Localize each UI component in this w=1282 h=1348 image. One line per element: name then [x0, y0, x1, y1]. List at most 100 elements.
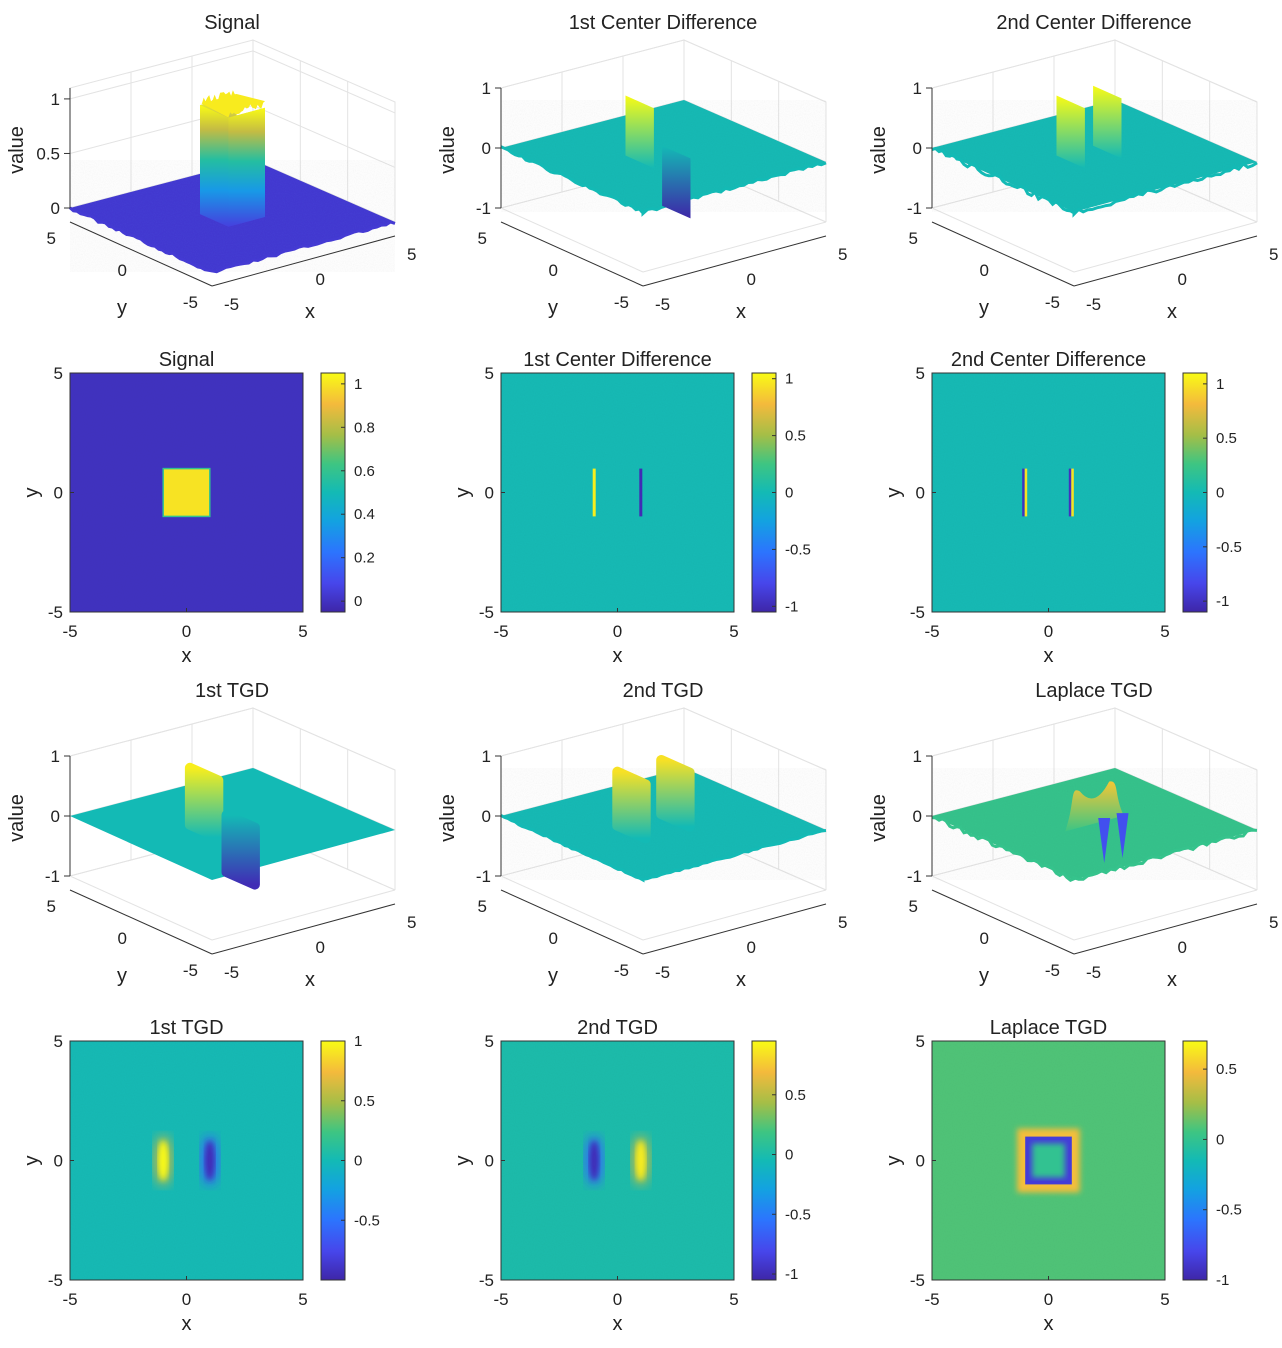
ridge-1: [656, 755, 695, 832]
x-tick-label: 0: [182, 1290, 191, 1309]
ridge-0: [625, 95, 654, 169]
colorbar-tick-label: 0: [785, 1147, 793, 1164]
y-tick-label: 5: [916, 1032, 925, 1051]
square-top-face: [200, 90, 265, 118]
y-tick-label: 0: [54, 1152, 63, 1171]
heatmap-plot-h6: -5 0 5 5 0 -5 Laplace TGD x y 0.5 0 -0.5 -1: [883, 1017, 1242, 1335]
z-grid-line: [931, 707, 1258, 771]
colorbar-tick-label: 0.5: [785, 428, 806, 445]
z-tick-label: 0: [51, 807, 60, 826]
z-grid-line: [500, 39, 827, 103]
x-tick-label: 0: [316, 270, 325, 289]
x-axis-label: x: [305, 301, 315, 323]
x-tick-label: 5: [1269, 913, 1278, 932]
z-tick-label: -1: [476, 867, 491, 886]
x-axis-line: [211, 903, 396, 955]
x-axis-line: [642, 235, 827, 287]
surface-plot-s5: 2nd TGD 1 0 -1 5 0 -5 -5 0 5 value y x: [437, 680, 847, 991]
x-axis-line: [1073, 235, 1258, 287]
z-tick-label: 0: [482, 139, 491, 158]
ridge-1: [221, 810, 260, 890]
z-grid-line: [69, 707, 396, 771]
ridge-1: [662, 145, 691, 219]
edge-line-neg: [1022, 468, 1025, 517]
z-tick-label: 0: [482, 807, 491, 826]
ridge-0: [184, 762, 224, 843]
z-axis-label: value: [437, 794, 459, 842]
y-tick-label: 0: [485, 484, 494, 503]
colorbar-tick-label: 0: [1216, 1131, 1224, 1148]
ridge-1: [1093, 85, 1122, 159]
y-tick-label: 0: [916, 484, 925, 503]
surface-edge-noise: [500, 814, 827, 883]
y-tick-label: 5: [485, 1032, 494, 1051]
colorbar-tick-label: -1: [785, 598, 798, 615]
surface-plot-s6: Laplace TGD 1 0 -1 5 0 -5 -5 0 5 value y x: [868, 680, 1278, 991]
x-axis-label: x: [736, 969, 746, 991]
y-axis-label: y: [452, 1156, 474, 1166]
surface-plot-s1: Signal 1 0.5 0 5 0 -5 -5 0 5 value y x: [6, 12, 416, 323]
smooth-edge-core: [204, 1140, 215, 1181]
colorbar-tick-label: -0.5: [354, 1212, 380, 1229]
y-axis-label: y: [979, 965, 989, 987]
x-tick-label: 5: [729, 1290, 738, 1309]
surface-plot-s3: 2nd Center Difference 1 0 -1 5 0 -5 -5 0 5 value y x: [868, 12, 1278, 323]
colorbar-tick-label: 0.2: [354, 550, 375, 567]
chart-title: 2nd TGD: [577, 1017, 658, 1039]
y-axis-label: y: [883, 488, 905, 498]
z-tick-label: 1: [482, 79, 491, 98]
signal-square: [162, 467, 211, 518]
surface-plot-s2: 1st Center Difference 1 0 -1 5 0 -5 -5 0 5 value y x: [437, 12, 847, 323]
y-axis-line: [500, 889, 644, 955]
colorbar-tick-label: 0.4: [354, 506, 375, 523]
y-tick-label: 5: [47, 229, 56, 248]
x-tick-label: 5: [1160, 1290, 1169, 1309]
colorbar-tick-label: -1: [1216, 593, 1229, 610]
x-tick-label: 5: [838, 913, 847, 932]
floor-edge: [642, 221, 827, 273]
chart-title: 1st Center Difference: [569, 12, 758, 34]
edge-line-pos: [1071, 468, 1074, 517]
surface-plane: [932, 100, 1257, 212]
laplace-spike: [1116, 813, 1129, 859]
x-tick-label: -5: [62, 622, 77, 641]
y-tick-label: 5: [485, 364, 494, 383]
laplace-center: [1032, 1143, 1065, 1178]
z-grid-line: [931, 39, 1258, 103]
heatmap-plot-h1: -5 0 5 5 0 -5 Signal x y 1 0.8 0.6 0.4 0.2 0: [21, 349, 375, 667]
heatmap-image: [501, 1041, 734, 1280]
y-tick-label: 0: [916, 1152, 925, 1171]
square-front-face: [228, 107, 265, 227]
x-tick-label: -5: [224, 963, 239, 982]
z-tick-label: 0: [913, 807, 922, 826]
colorbar-tick-label: 0: [785, 485, 793, 502]
edge-line-pos: [1024, 468, 1028, 517]
x-tick-label: 0: [613, 622, 622, 641]
colorbar-tick-label: 0.5: [1216, 430, 1237, 447]
z-tick-label: -1: [907, 199, 922, 218]
y-tick-label: 5: [909, 897, 918, 916]
x-tick-label: 0: [747, 938, 756, 957]
x-tick-label: -5: [224, 295, 239, 314]
y-axis-label: y: [452, 488, 474, 498]
y-tick-label: 0: [549, 929, 558, 948]
smooth-edge-core: [158, 1140, 169, 1181]
floor-edge: [642, 889, 827, 941]
heatmap-image: [932, 373, 1165, 612]
x-axis-line: [1073, 903, 1258, 955]
y-tick-label: -5: [614, 961, 629, 980]
colorbar: [1182, 1040, 1208, 1281]
colorbar-tick-label: 0: [354, 1153, 362, 1170]
z-tick-label: 1: [482, 747, 491, 766]
y-tick-label: 5: [909, 229, 918, 248]
floor-edge: [69, 875, 213, 941]
x-tick-label: -5: [1086, 963, 1101, 982]
heatmap-image: [501, 373, 734, 612]
colorbar-tick-label: 0.6: [354, 463, 375, 480]
surface-edge-noise: [931, 146, 1258, 218]
edge-line: [639, 468, 643, 517]
colorbar-tick-label: 1: [1216, 376, 1224, 393]
chart-title: 1st Center Difference: [523, 349, 712, 371]
colorbar-tick-label: 0: [1216, 485, 1224, 502]
chart-title: Signal: [159, 349, 215, 371]
